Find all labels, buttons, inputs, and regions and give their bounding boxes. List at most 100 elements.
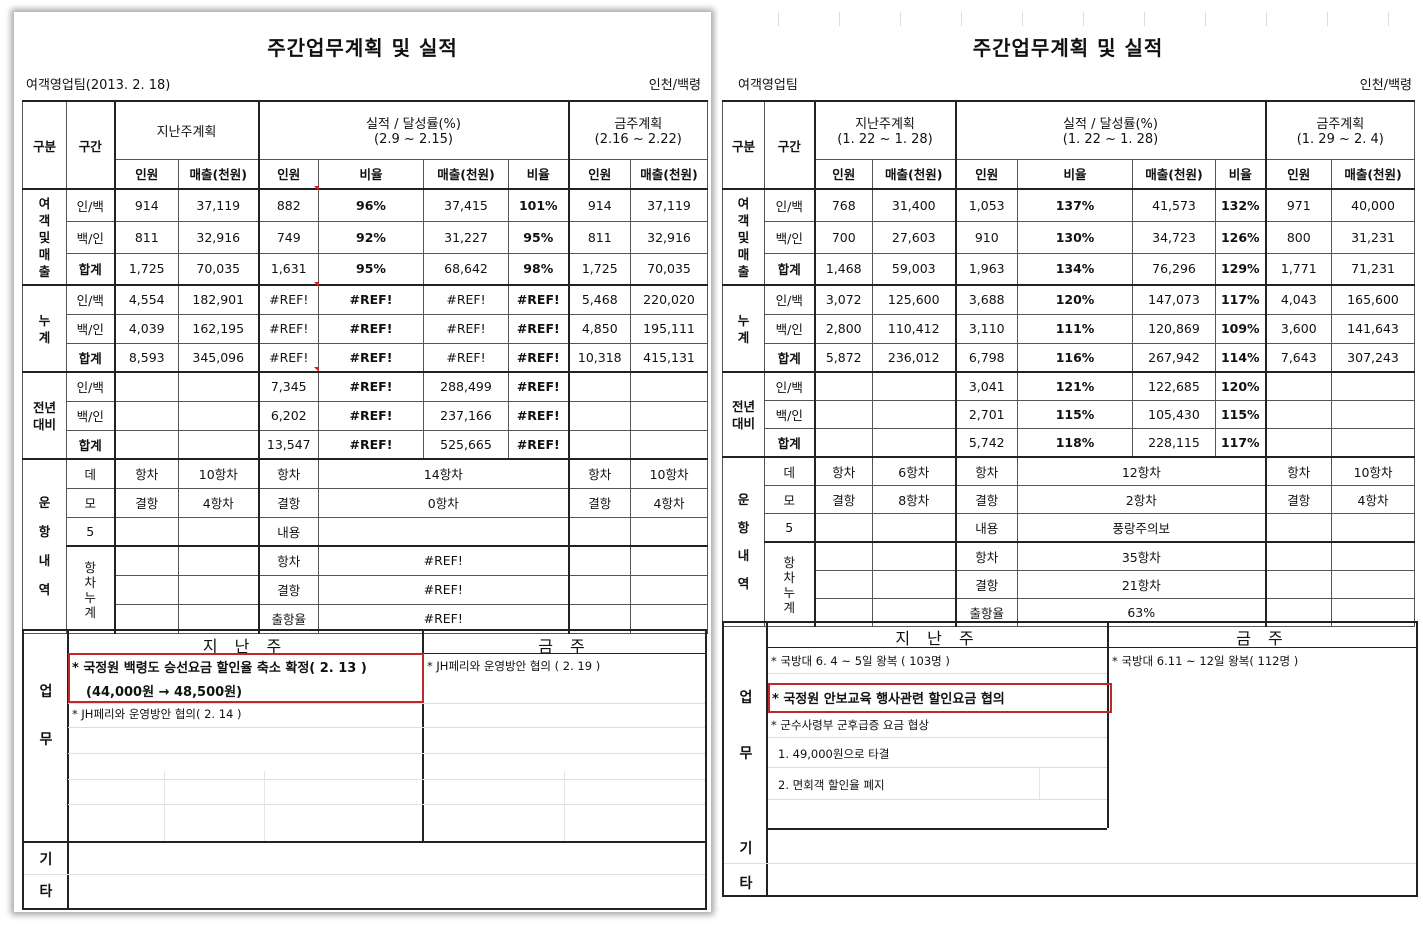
table-cell: 114% bbox=[1214, 342, 1267, 373]
table-cell bbox=[872, 428, 956, 458]
performance-table: 구분 구간 지난주계획 실적 / 달성률(%) (2.9 ~ 2.15) 금주계… bbox=[22, 100, 709, 634]
this-plan-title: 금주계획 bbox=[1316, 117, 1365, 133]
table-cell: 800 bbox=[1264, 220, 1333, 254]
last-plan-range: (1. 22 ~ 1. 28) bbox=[837, 132, 933, 148]
memo-item: * JH페리와 운영방안 협의( 2. 14 ) bbox=[72, 707, 242, 721]
table-cell: 1,963 bbox=[954, 252, 1018, 286]
this-plan-range: (1. 29 ~ 2. 4) bbox=[1296, 132, 1384, 148]
last-plan-title: 지난주계획 bbox=[855, 117, 915, 133]
table-cell: 110,412 bbox=[872, 313, 956, 344]
table-cell: #REF! bbox=[423, 284, 509, 315]
highlight-box bbox=[768, 683, 1112, 713]
table-cell: 항차 bbox=[113, 458, 179, 489]
table-cell: 116% bbox=[1017, 342, 1133, 373]
table-cell: 117% bbox=[1214, 428, 1267, 458]
table-cell: 내용 bbox=[257, 516, 319, 547]
table-cell: 합계 bbox=[764, 252, 815, 286]
work-label-char: 무 bbox=[39, 732, 53, 748]
table-cell: 120% bbox=[1214, 371, 1267, 401]
table-cell: 147,073 bbox=[1132, 284, 1216, 315]
table-cell: 백/인 bbox=[764, 400, 815, 429]
table-cell: 31,227 bbox=[423, 220, 509, 254]
subheader-cell: 매출(천원) bbox=[872, 158, 956, 190]
subheader-cell: 매출(천원) bbox=[1331, 158, 1416, 190]
table-cell: 121% bbox=[1017, 371, 1133, 401]
table-cell: 910 bbox=[954, 220, 1018, 254]
table-cell: 백/인 bbox=[764, 220, 815, 254]
table-cell: 0항차 bbox=[317, 487, 570, 518]
table-cell: 항차 bbox=[1264, 456, 1333, 486]
header-actual: 실적 / 달성률(%) (2.9 ~ 2.15) bbox=[257, 100, 570, 160]
header-this-plan: 금주계획 (1. 29 ~ 2. 4) bbox=[1264, 100, 1416, 160]
comment-marker bbox=[314, 282, 319, 287]
header-actual: 실적 / 달성률(%) (1. 22 ~ 1. 28) bbox=[954, 100, 1267, 160]
table-cell: #REF! bbox=[317, 603, 570, 634]
table-cell: 백/인 bbox=[66, 220, 115, 254]
table-cell bbox=[1264, 570, 1333, 599]
table-cell: 115% bbox=[1214, 400, 1267, 429]
table-cell bbox=[178, 429, 259, 460]
memo-item: 1. 49,000원으로 타결 bbox=[778, 747, 890, 761]
table-cell: 120% bbox=[1017, 284, 1133, 315]
table-cell: 8,593 bbox=[113, 342, 179, 373]
table-cell: 98% bbox=[507, 252, 570, 286]
table-cell: 34,723 bbox=[1132, 220, 1216, 254]
table-cell: #REF! bbox=[318, 371, 424, 402]
table-cell bbox=[1264, 428, 1333, 458]
table-cell bbox=[872, 513, 956, 543]
table-cell: 162,195 bbox=[178, 313, 259, 344]
table-cell: 137% bbox=[1017, 188, 1133, 222]
work-section: 지 난 주 금 주 업 무 기 타 * 국방대 6. 4 ~ 5일 왕복 ( 1… bbox=[722, 621, 1418, 897]
table-cell: 37,415 bbox=[423, 188, 509, 222]
table-cell: #REF! bbox=[257, 284, 319, 315]
subheader-cell: 매출(천원) bbox=[178, 158, 259, 190]
subheader-cell: 매출(천원) bbox=[630, 158, 709, 190]
table-cell: 125,600 bbox=[872, 284, 956, 315]
table-cell: 항차 bbox=[567, 458, 632, 489]
header-this-plan: 금주계획 (2.16 ~ 2.22) bbox=[567, 100, 709, 160]
table-cell: 14항차 bbox=[317, 458, 570, 489]
table-cell: 31,231 bbox=[1331, 220, 1416, 254]
table-cell: 70,035 bbox=[178, 252, 259, 286]
table-cell: 5,872 bbox=[813, 342, 873, 373]
cumulative-label: 항 차 누 계 bbox=[66, 545, 115, 634]
table-cell: 1,771 bbox=[1264, 252, 1333, 286]
subheader-cell: 인원 bbox=[113, 158, 179, 190]
ship-name-char: 5 bbox=[66, 516, 115, 547]
table-cell bbox=[630, 603, 709, 634]
last-week-header: 지 난 주 bbox=[895, 629, 980, 648]
ship-name-char: 모 bbox=[764, 485, 815, 514]
table-cell: 4항차 bbox=[630, 487, 709, 518]
table-cell: 1,631 bbox=[257, 252, 319, 286]
table-cell: 768 bbox=[813, 188, 873, 222]
table-cell bbox=[113, 603, 179, 634]
table-cell: 236,012 bbox=[872, 342, 956, 373]
table-cell: 백/인 bbox=[66, 313, 115, 344]
table-cell bbox=[813, 428, 873, 458]
table-cell: #REF! bbox=[318, 429, 424, 460]
table-cell: #REF! bbox=[257, 342, 319, 373]
table-cell bbox=[813, 541, 873, 571]
table-cell: 6항차 bbox=[872, 456, 956, 486]
table-cell: 237,166 bbox=[423, 400, 509, 431]
table-cell: #REF! bbox=[507, 284, 570, 315]
table-cell: 5,742 bbox=[954, 428, 1018, 458]
table-cell: 117% bbox=[1214, 284, 1267, 315]
table-cell bbox=[113, 429, 179, 460]
table-cell: 풍랑주의보 bbox=[1016, 513, 1267, 543]
route-label: 인천/백령 bbox=[1359, 78, 1412, 93]
table-cell: #REF! bbox=[423, 342, 509, 373]
table-cell bbox=[567, 574, 632, 605]
table-cell: 3,110 bbox=[954, 313, 1018, 344]
table-cell: 12항차 bbox=[1016, 456, 1267, 486]
table-cell: 228,115 bbox=[1132, 428, 1216, 458]
table-cell: 백/인 bbox=[764, 313, 815, 344]
subheader-cell: 인원 bbox=[257, 158, 319, 190]
table-cell: 220,020 bbox=[630, 284, 709, 315]
table-cell bbox=[113, 545, 179, 576]
table-cell bbox=[630, 400, 709, 431]
table-cell: 914 bbox=[567, 188, 632, 222]
table-cell bbox=[113, 574, 179, 605]
table-cell: 항차 bbox=[954, 456, 1018, 486]
table-cell bbox=[1331, 541, 1416, 571]
